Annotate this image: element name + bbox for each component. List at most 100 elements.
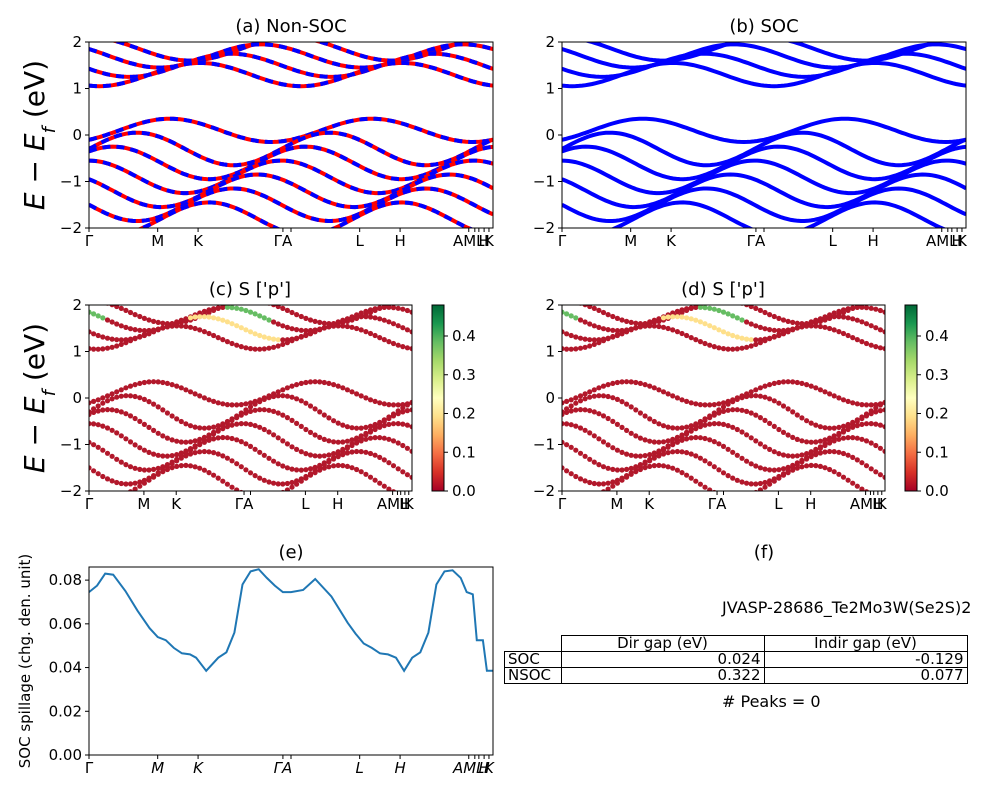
panel-c-band-point bbox=[220, 401, 226, 407]
panel-c-band-point bbox=[183, 421, 189, 427]
panel-d-band-point bbox=[771, 333, 777, 340]
panel-c-points bbox=[89, 305, 412, 500]
panel-a-bands bbox=[89, 42, 493, 228]
panel-c-band-point bbox=[243, 307, 249, 314]
panel-c-band-point bbox=[312, 406, 318, 412]
panel-d-band-point bbox=[688, 400, 694, 406]
panel-c-band-point bbox=[280, 438, 286, 444]
panel-d-band-point bbox=[591, 480, 597, 487]
panel-a-band-line bbox=[89, 144, 493, 182]
panel-e-xtick-label: K bbox=[484, 759, 495, 777]
panel-c-band-point bbox=[178, 439, 184, 445]
panel-d-band-point bbox=[596, 491, 601, 496]
panel-c-band-point bbox=[331, 463, 337, 469]
panel-c-band-point bbox=[326, 380, 332, 386]
panel-c-band-point bbox=[155, 404, 161, 410]
panel-c-band-point bbox=[247, 400, 254, 406]
panel-c-band-point bbox=[349, 324, 355, 330]
panel-c-colorbar-label: 0.3 bbox=[452, 366, 476, 384]
panel-d-band-point bbox=[804, 463, 810, 469]
panel-d-band-point bbox=[859, 415, 865, 422]
panel-d-band-point bbox=[854, 401, 860, 407]
panel-c-band-point bbox=[390, 463, 397, 469]
panel-d-band-point bbox=[720, 421, 727, 427]
panel-c-colorbar-label: 0.4 bbox=[452, 327, 476, 345]
panel-d-band-point bbox=[624, 318, 630, 324]
panel-d-band-point bbox=[882, 399, 885, 405]
panel-d-band-point bbox=[624, 401, 630, 407]
panel-d-band-point bbox=[596, 393, 602, 399]
panel-c-band-point bbox=[238, 464, 244, 470]
panel-c-band-point bbox=[266, 317, 272, 323]
panel-c-band-point bbox=[284, 324, 290, 330]
panel-d-band-point bbox=[651, 317, 657, 323]
panel-d-band-point bbox=[863, 305, 870, 311]
panel-c-band-point bbox=[247, 443, 254, 449]
panel-d-band-point bbox=[739, 455, 745, 461]
panel-d-band-point bbox=[628, 452, 634, 458]
panel-d-band-point bbox=[697, 305, 703, 310]
panel-c-band-point bbox=[118, 305, 124, 311]
table-header-dir: Dir gap (eV) bbox=[560, 635, 765, 652]
panel-d-band-point bbox=[840, 397, 847, 403]
panel-d-band-point bbox=[693, 337, 699, 343]
panel-c-band-point bbox=[146, 399, 152, 405]
table-cell-indir: -0.129 bbox=[763, 651, 968, 668]
panel-c-band-point bbox=[229, 435, 235, 442]
panel-d-band-point bbox=[642, 382, 648, 388]
panel-d-band-point bbox=[859, 460, 865, 466]
panel-d-band-point bbox=[882, 309, 885, 315]
panel-c-band-point bbox=[105, 495, 110, 500]
panel-d-band-point bbox=[596, 481, 602, 487]
panel-d-band-point bbox=[720, 470, 727, 476]
panel-d-band-point bbox=[785, 318, 791, 324]
panel-a-xtick-label: H bbox=[478, 232, 489, 250]
panel-c-band-point bbox=[367, 330, 374, 337]
panel-c-band-point bbox=[95, 332, 101, 339]
panel-c-band-point bbox=[206, 425, 212, 431]
panel-d-band-point bbox=[725, 407, 731, 413]
panel-d-band-point bbox=[605, 480, 611, 486]
panel-d-band-point bbox=[679, 307, 685, 313]
panel-d-band-point bbox=[564, 468, 570, 474]
panel-b-xtick-label: K bbox=[666, 232, 677, 250]
panel-d-band-point bbox=[670, 314, 676, 320]
panel-c-band-point bbox=[252, 423, 258, 429]
panel-c-band-point bbox=[234, 421, 240, 427]
panel-b-band-line bbox=[562, 144, 966, 182]
panel-a-band-line bbox=[89, 172, 493, 210]
panel-c-band-point bbox=[215, 305, 221, 311]
panel-d-band-point bbox=[730, 424, 736, 430]
panel-d-band-point bbox=[840, 423, 847, 429]
panel-d-band-point bbox=[670, 465, 676, 471]
panel-c-band-point bbox=[303, 451, 309, 457]
panel-d-band-point bbox=[730, 399, 736, 405]
panel-b-frame bbox=[561, 41, 967, 229]
panel-c-xtick-label: AML bbox=[377, 495, 409, 513]
panel-d-band-point bbox=[577, 345, 584, 351]
panel-c-band-point bbox=[340, 439, 346, 445]
panel-d-band-point bbox=[873, 409, 879, 415]
panel-d-band-point bbox=[651, 385, 657, 391]
panel-d-band-point bbox=[836, 449, 842, 455]
panel-d-band-point bbox=[753, 463, 759, 469]
panel-c-band-point bbox=[197, 310, 203, 316]
panel-e-frame bbox=[88, 566, 494, 756]
panel-c-band-point bbox=[390, 421, 397, 427]
panel-c-band-point bbox=[317, 326, 323, 332]
panel-c-band-point bbox=[104, 317, 111, 323]
panel-d-band-point bbox=[688, 428, 694, 434]
panel-c-band-point bbox=[354, 391, 360, 397]
panel-d-band-point bbox=[633, 453, 639, 459]
panel-d-band-point bbox=[605, 465, 611, 471]
panel-d-band-point bbox=[716, 421, 722, 427]
panel-d-band-point bbox=[720, 329, 727, 335]
panel-c-band-point bbox=[201, 329, 207, 335]
panel-d-colorbar-label: 0.0 bbox=[925, 482, 949, 500]
panel-c-band-point bbox=[367, 435, 374, 441]
panel-c-band-point bbox=[280, 323, 286, 329]
panel-c-band-point bbox=[303, 315, 309, 321]
panel-d-band-point bbox=[716, 410, 722, 416]
panel-d-band-point bbox=[600, 393, 607, 399]
panel-d-band-point bbox=[877, 402, 884, 408]
